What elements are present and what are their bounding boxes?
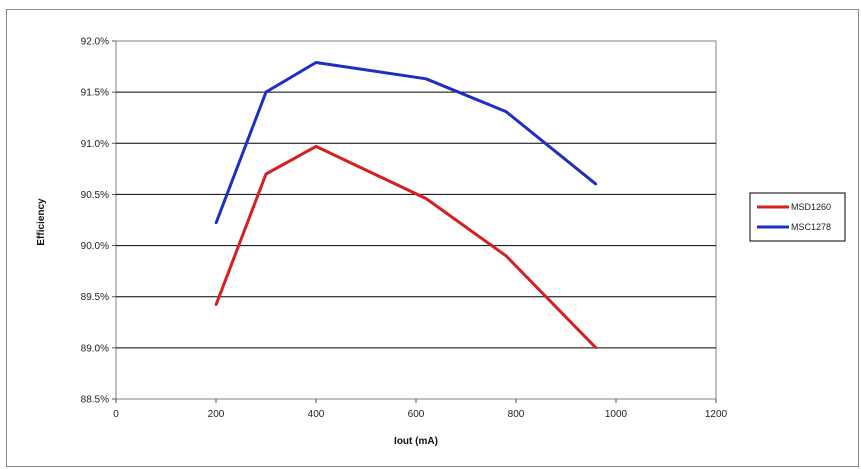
y-tick-label: 91.5%: [81, 88, 109, 99]
data-point: [594, 346, 598, 350]
y-tick-label: 90.5%: [81, 190, 109, 201]
data-point: [424, 77, 428, 81]
data-point: [214, 221, 218, 225]
y-tick-label: 91.0%: [81, 139, 109, 150]
y-tick-labels: 88.5% 89.0% 89.5% 90.0% 90.5% 91.0% 91.5% 92.0%: [81, 37, 109, 406]
data-point: [594, 183, 598, 186]
legend-label: MSC1278: [791, 222, 831, 232]
y-tick-label: 89.0%: [81, 343, 109, 354]
legend-box: [749, 192, 846, 242]
plot-area: [115, 40, 717, 400]
data-point: [504, 254, 508, 257]
y-tick-label: 89.5%: [81, 292, 109, 303]
legend-label: MSD1260: [791, 202, 831, 212]
y-tick-label: 88.5%: [81, 395, 109, 406]
legend: MSD1260 MSC1278: [749, 192, 846, 242]
x-tick-label: 600: [408, 409, 425, 420]
data-point: [314, 61, 318, 64]
data-point: [424, 197, 428, 200]
x-tick-label: 800: [508, 409, 525, 420]
x-axis-title: Iout (mA): [394, 436, 438, 447]
x-tick-labels: 0 200 400 600 800 1000 1200: [113, 409, 727, 420]
y-axis-title: Efficiency: [36, 198, 47, 246]
x-tick-label: 400: [308, 409, 325, 420]
series-lines: [214, 61, 598, 350]
series-line-msd1260: [214, 144, 598, 349]
data-point: [264, 90, 268, 94]
data-point: [314, 145, 318, 148]
series-line-msc1278: [214, 61, 597, 224]
data-point: [504, 110, 508, 113]
y-tick-label: 92.0%: [81, 37, 109, 48]
x-tick-label: 0: [113, 409, 119, 420]
y-tick-label: 90.0%: [81, 241, 109, 252]
x-tick-label: 1000: [605, 409, 628, 420]
x-tick-label: 1200: [705, 409, 728, 420]
data-point: [264, 172, 268, 176]
x-tick-label: 200: [208, 409, 225, 420]
data-point: [214, 303, 218, 307]
